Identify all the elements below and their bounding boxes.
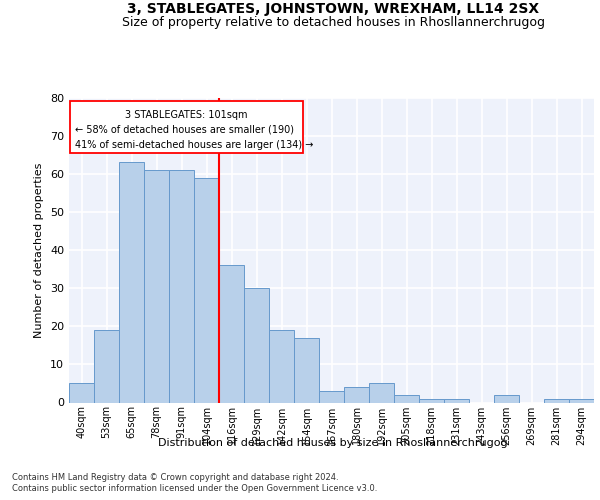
Text: Distribution of detached houses by size in Rhosllannerchrugog: Distribution of detached houses by size … xyxy=(158,438,508,448)
Bar xyxy=(294,338,319,402)
Text: 3 STABLEGATES: 101sqm: 3 STABLEGATES: 101sqm xyxy=(125,110,248,120)
Text: 3, STABLEGATES, JOHNSTOWN, WREXHAM, LL14 2SX: 3, STABLEGATES, JOHNSTOWN, WREXHAM, LL14… xyxy=(127,2,539,16)
Bar xyxy=(219,265,244,402)
Text: ← 58% of detached houses are smaller (190): ← 58% of detached houses are smaller (19… xyxy=(75,125,294,135)
Bar xyxy=(119,162,144,402)
Bar xyxy=(244,288,269,403)
Bar xyxy=(269,330,294,402)
Bar xyxy=(319,391,344,402)
Text: 41% of semi-detached houses are larger (134) →: 41% of semi-detached houses are larger (… xyxy=(75,140,314,150)
Bar xyxy=(144,170,169,402)
Text: Contains public sector information licensed under the Open Government Licence v3: Contains public sector information licen… xyxy=(12,484,377,493)
Text: Contains HM Land Registry data © Crown copyright and database right 2024.: Contains HM Land Registry data © Crown c… xyxy=(12,472,338,482)
Bar xyxy=(169,170,194,402)
Bar xyxy=(69,384,94,402)
Bar xyxy=(544,398,569,402)
Bar xyxy=(344,387,369,402)
Bar xyxy=(444,398,469,402)
Bar xyxy=(394,395,419,402)
Bar xyxy=(494,395,519,402)
Bar xyxy=(569,398,594,402)
Bar xyxy=(419,398,444,402)
FancyBboxPatch shape xyxy=(70,102,303,153)
Bar xyxy=(94,330,119,402)
Text: Size of property relative to detached houses in Rhosllannerchrugog: Size of property relative to detached ho… xyxy=(122,16,545,29)
Bar xyxy=(194,178,219,402)
Y-axis label: Number of detached properties: Number of detached properties xyxy=(34,162,44,338)
Bar xyxy=(369,384,394,402)
